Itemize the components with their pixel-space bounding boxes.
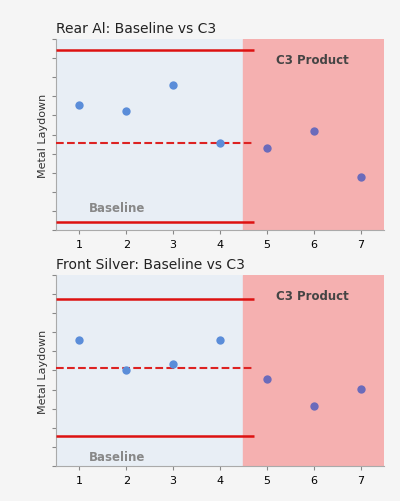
- Y-axis label: Metal Laydown: Metal Laydown: [38, 329, 48, 413]
- Bar: [244, 40, 400, 230]
- Text: C3 Product: C3 Product: [276, 54, 349, 67]
- Y-axis label: Metal Laydown: Metal Laydown: [38, 93, 48, 177]
- Text: Front Silver: Baseline vs C3: Front Silver: Baseline vs C3: [56, 258, 245, 272]
- Text: Rear Al: Baseline vs C3: Rear Al: Baseline vs C3: [56, 22, 216, 36]
- Text: C3 Product: C3 Product: [276, 290, 349, 302]
- Text: Baseline: Baseline: [89, 450, 145, 463]
- Text: Baseline: Baseline: [89, 201, 145, 214]
- Bar: [244, 276, 400, 466]
